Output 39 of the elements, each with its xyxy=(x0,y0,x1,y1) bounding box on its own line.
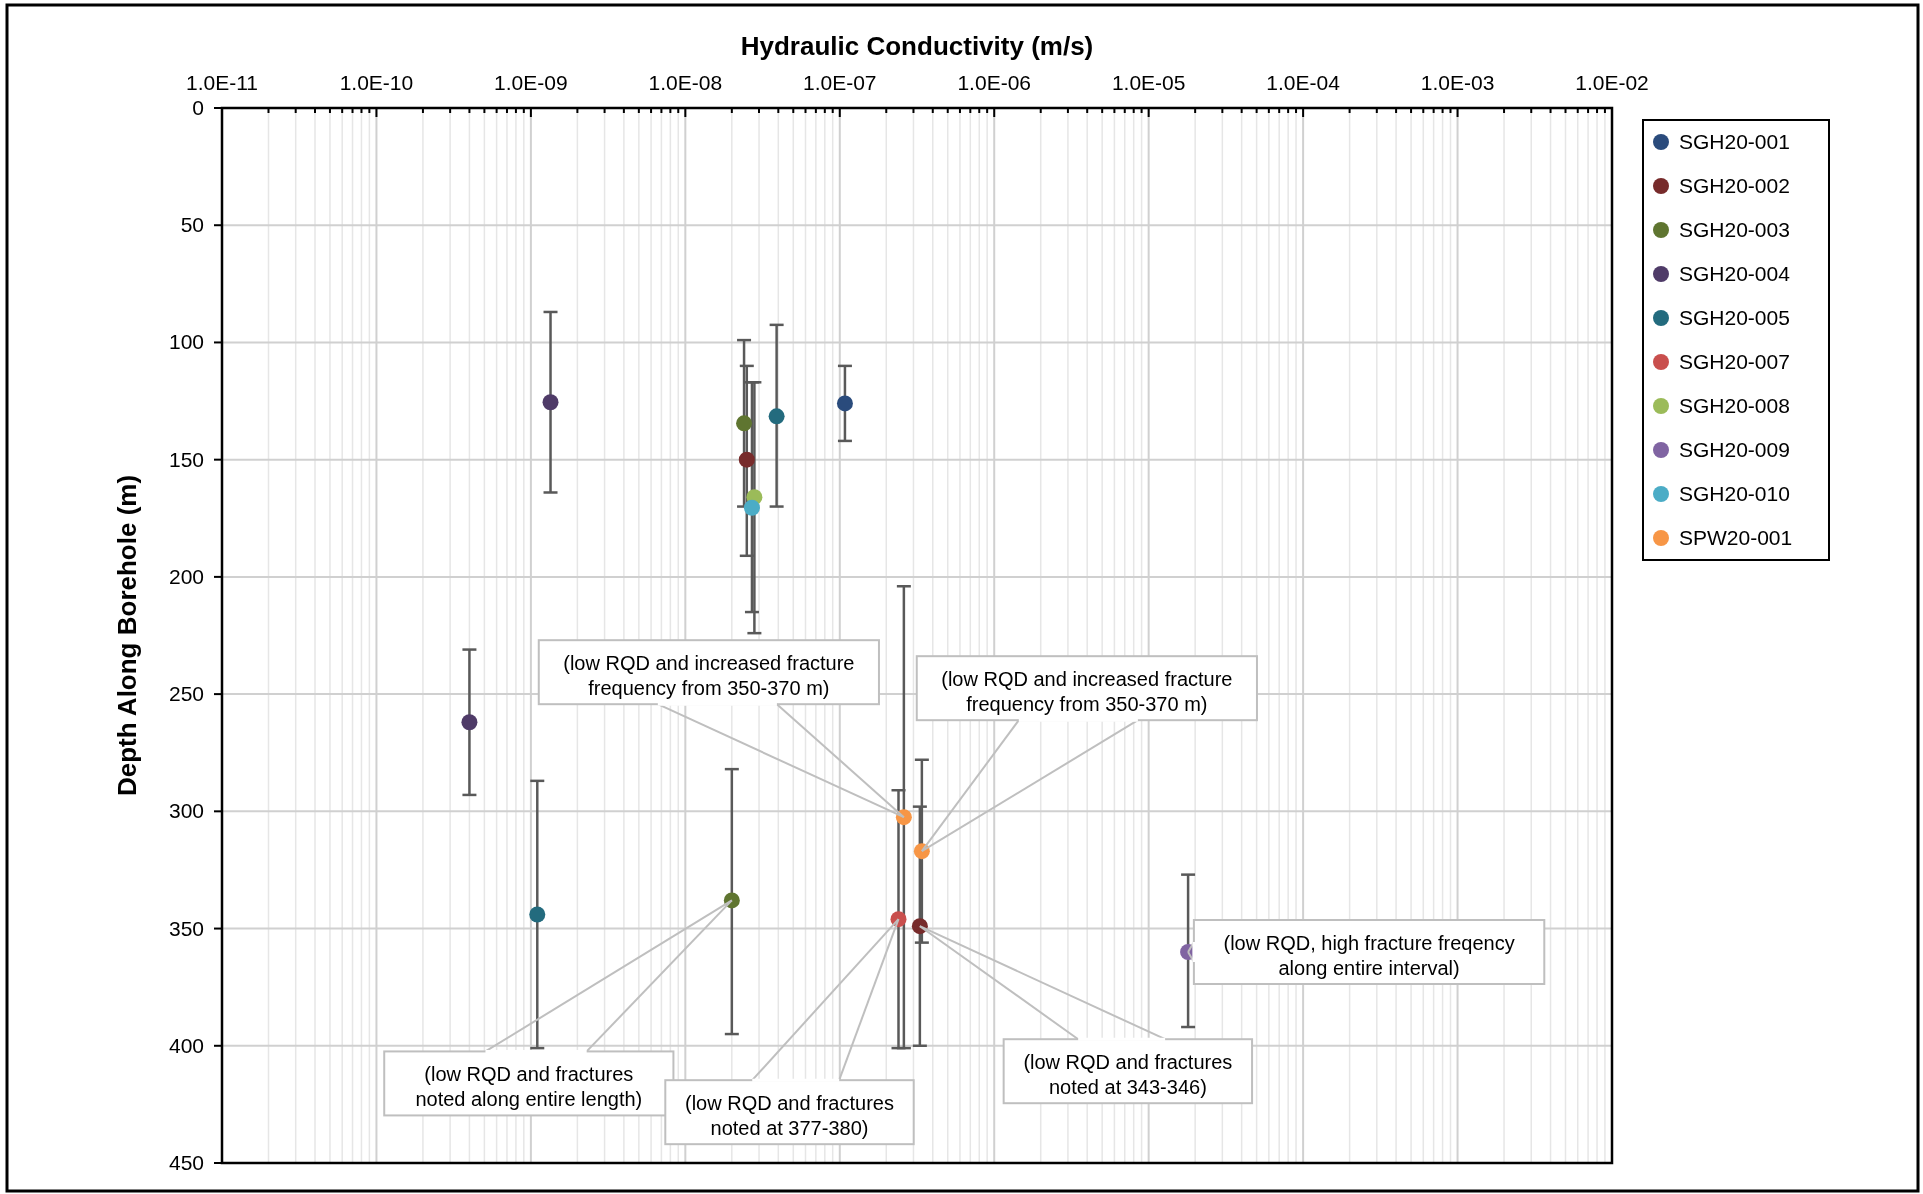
y-axis-title: Depth Along Borehole (m) xyxy=(112,474,142,797)
x-tick-label: 1.0E-10 xyxy=(339,71,414,94)
legend-label: SGH20-002 xyxy=(1679,174,1790,197)
y-tick-label: 450 xyxy=(168,1151,204,1174)
x-tick-label: 1.0E-05 xyxy=(1111,71,1186,94)
legend-label: SPW20-001 xyxy=(1679,526,1793,549)
callout: (low RQD, high fracture freqency along entire interval) xyxy=(1187,919,1546,985)
annotation: (low RQD and fractures noted along entire length) xyxy=(415,1063,643,1111)
annotation: (low RQD and increased fracture frequency from 350-370 m) xyxy=(941,668,1233,716)
annotation: (low RQD and increased fracture frequency from 350-370 m) xyxy=(563,652,855,700)
y-tick-label: 300 xyxy=(168,799,204,823)
y-tick-label: 100 xyxy=(168,330,204,354)
y-tick-label: 150 xyxy=(168,447,204,471)
y-tick-label: 400 xyxy=(168,1033,204,1057)
legend-label: SGH20-008 xyxy=(1679,394,1790,417)
legend-label: SGH20-005 xyxy=(1679,306,1790,329)
legend-label: SGH20-009 xyxy=(1679,438,1790,461)
legend-label: SGH20-004 xyxy=(1679,262,1791,285)
x-tick-label: 1.0E-11 xyxy=(186,71,258,94)
x-tick-label: 1.0E-08 xyxy=(648,71,723,94)
y-tick-label: 50 xyxy=(180,213,204,237)
x-tick-label: 1.0E-07 xyxy=(803,71,877,94)
y-tick-label: 350 xyxy=(168,916,204,940)
legend-label: SGH20-003 xyxy=(1679,218,1790,241)
y-tick-label: 250 xyxy=(168,682,204,706)
x-tick-label: 1.0E-03 xyxy=(1420,71,1495,94)
legend-label: SGH20-010 xyxy=(1679,482,1790,505)
x-tick-label: 1.0E-02 xyxy=(1575,71,1649,94)
legend-label: SGH20-001 xyxy=(1679,130,1790,153)
y-tick-label: 200 xyxy=(168,564,204,588)
annotation: (low RQD and fractures noted at 343-346) xyxy=(1023,1051,1233,1099)
y-tick-label: 0 xyxy=(192,96,204,119)
x-tick-label: 1.0E-09 xyxy=(494,71,568,94)
annotation: (low RQD, high fracture freqency along entire interval) xyxy=(1223,932,1515,979)
x-axis-title: Hydraulic Conductivity (m/s) xyxy=(740,31,1094,61)
x-tick-label: 1.0E-06 xyxy=(957,71,1031,94)
legend-label: SGH20-007 xyxy=(1679,350,1790,373)
x-tick-label: 1.0E-04 xyxy=(1266,71,1341,94)
annotation: (low RQD and fractures noted at 377-380) xyxy=(685,1092,894,1140)
